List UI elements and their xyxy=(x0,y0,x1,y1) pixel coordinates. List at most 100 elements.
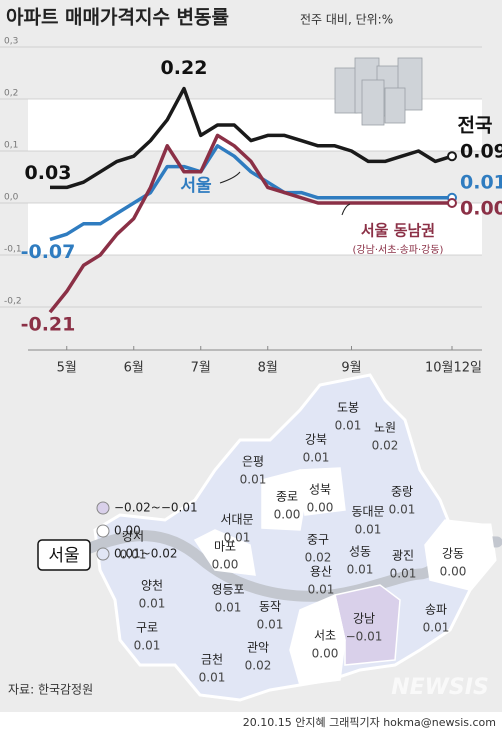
pointer xyxy=(341,203,351,216)
district-value: 0.01 xyxy=(335,419,362,433)
data-label: -0.07 xyxy=(21,241,76,263)
district-name: 중랑 xyxy=(391,485,413,499)
district-value: 0.01 xyxy=(240,473,267,487)
legend-swatch xyxy=(96,547,110,561)
legend-label: 0.00 xyxy=(114,524,141,538)
district-area xyxy=(261,469,306,531)
map: 도봉 0.01 노원 0.02 강북 0.01 은평 0.01 성북 0.00 종로 0.00 중랑 0.… xyxy=(84,373,502,702)
district-value: 0.01 xyxy=(139,597,166,611)
data-label: 0.03 xyxy=(25,162,72,184)
district-value: 0.00 xyxy=(274,508,301,522)
map-label: 서울 xyxy=(48,546,79,566)
buildings xyxy=(334,57,423,126)
district-value: 0.01 xyxy=(423,621,450,635)
district-value: 0.01 xyxy=(120,548,147,562)
district-name: 강북 xyxy=(305,433,327,447)
series-line xyxy=(50,86,453,190)
legend-swatch xyxy=(96,501,110,515)
credit: 20.10.15 안지혜 그래픽기자 hokma@newsis.com xyxy=(243,716,496,729)
x-tick-label: 10월12일 xyxy=(425,361,482,376)
district-value: 0.01 xyxy=(347,563,374,577)
district-name: 관악 xyxy=(247,641,269,655)
district-value: 0.01 xyxy=(389,503,416,517)
district-value: 0.00 xyxy=(312,647,339,661)
district-area xyxy=(289,593,346,686)
y-tick-label: 0,2 xyxy=(4,89,18,99)
series-line xyxy=(49,144,452,242)
legend-label: −0.02~−0.01 xyxy=(114,501,198,515)
district-value: 0.00 xyxy=(440,565,467,579)
district-value: 0.01 xyxy=(215,601,242,615)
district-name: 용산 xyxy=(310,565,332,579)
district-name: 서초 xyxy=(314,629,336,643)
district-name: 마포 xyxy=(214,540,236,554)
district-name: 강남 xyxy=(353,612,375,626)
district-name: 강서 xyxy=(122,530,144,544)
district-name: 금천 xyxy=(201,652,223,667)
series-line xyxy=(48,133,452,314)
district-value: −0.01 xyxy=(346,630,383,644)
district-value: 0.01 xyxy=(390,567,417,581)
district-name: 구로 xyxy=(136,621,158,635)
end-point xyxy=(447,198,457,208)
district-name: 광진 xyxy=(392,549,414,563)
district-name: 동작 xyxy=(259,600,281,614)
series-name: 전국 xyxy=(458,115,493,137)
district-value: 0.01 xyxy=(224,531,251,545)
district-value: 0.02 xyxy=(245,659,272,673)
district-name: 종로 xyxy=(276,490,298,504)
district-name: 도봉 xyxy=(337,401,359,415)
district-value: 0.01 xyxy=(199,671,226,685)
map-label-box xyxy=(37,539,91,571)
y-tick-label: 0,1 xyxy=(4,141,18,151)
district-value: 0.01 xyxy=(134,639,161,653)
district-name: 강동 xyxy=(442,547,464,561)
district-name: 동대문 xyxy=(351,505,384,519)
series-name: 서울 동남권 xyxy=(361,222,435,240)
district-value: 0.01 xyxy=(355,523,382,537)
district-name: 양천 xyxy=(141,578,163,593)
district-name: 성동 xyxy=(349,545,371,559)
district-name: 성북 xyxy=(309,483,331,497)
district-value: 0.02 xyxy=(372,439,399,453)
district-value: 0.01 xyxy=(257,618,284,632)
y-tick-label: 0,3 xyxy=(4,37,18,47)
data-label: 0.09 xyxy=(460,141,502,163)
data-label: -0.21 xyxy=(21,314,76,336)
end-point xyxy=(447,151,457,162)
source: 자료: 한국감정원 xyxy=(8,683,93,697)
x-tick-label: 9월 xyxy=(341,361,361,376)
x-tick-label: 7월 xyxy=(191,361,211,376)
district-value: 0.01 xyxy=(308,583,335,597)
pointer xyxy=(219,171,241,184)
x-tick-label: 8월 xyxy=(258,361,278,376)
district-value: 0.01 xyxy=(303,451,330,465)
district-name: 은평 xyxy=(242,455,264,469)
district-name: 송파 xyxy=(425,603,447,617)
data-label: 0.01 xyxy=(460,171,502,193)
data-label: 0.00 xyxy=(460,198,502,220)
district-name: 서대문 xyxy=(220,513,253,527)
district-area xyxy=(424,519,496,591)
series-name: 서울 xyxy=(180,176,212,196)
x-tick-label: 6월 xyxy=(124,361,144,376)
district-area xyxy=(193,529,256,576)
district-value: 0.02 xyxy=(305,551,332,565)
watermark: NEWSIS xyxy=(391,675,489,700)
chart-title: 아파트 매매가격지수 변동률 xyxy=(6,7,229,29)
district-name: 노원 xyxy=(374,421,396,435)
district-name: 중구 xyxy=(307,533,329,547)
annotation: (강남·서초·송파·강동) xyxy=(353,244,444,256)
district-value: 0.00 xyxy=(307,501,334,515)
data-label: 0.22 xyxy=(161,57,208,79)
y-tick-label: -0,2 xyxy=(4,297,22,307)
chart-subtitle: 전주 대비, 단위:% xyxy=(300,13,393,27)
x-tick-label: 5월 xyxy=(57,361,77,376)
legend-swatch xyxy=(96,524,110,538)
legend-label: 0.01~0.02 xyxy=(114,547,178,561)
grid-band xyxy=(28,203,482,255)
district-name: 영등포 xyxy=(211,583,244,597)
y-tick-label: 0,0 xyxy=(4,193,19,203)
